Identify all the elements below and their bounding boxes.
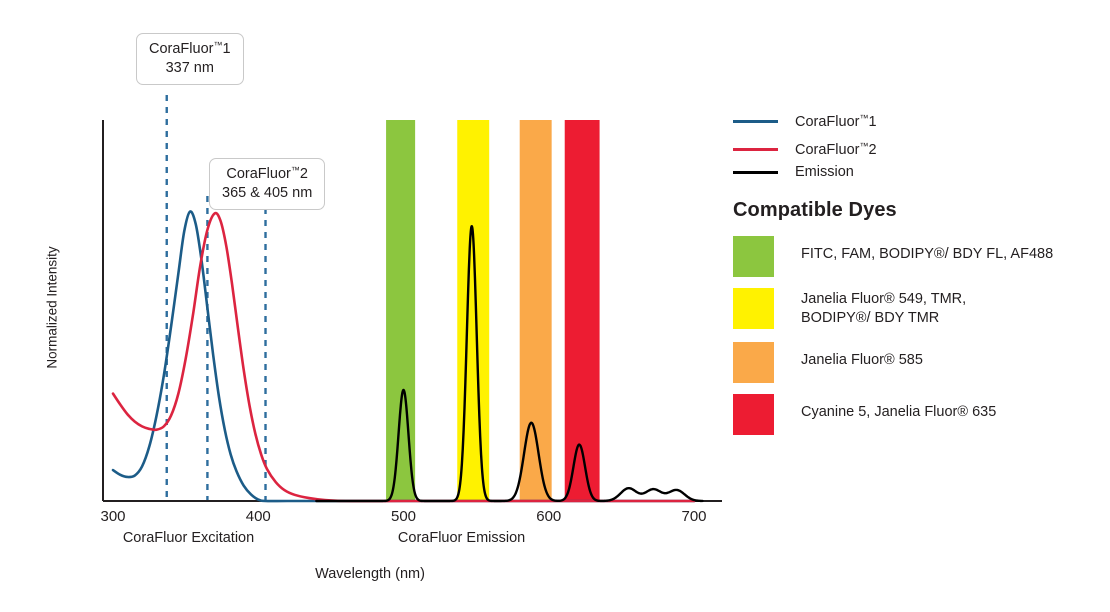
x-tick-300: 300 [100, 508, 126, 525]
x-tick-400: 400 [245, 508, 271, 525]
dye-band-3 [564, 120, 600, 501]
legend-panel: CoraFluor™1 CoraFluor™2 Emission Compatibl… [728, 0, 1110, 612]
legend-dye-label: Janelia Fluor® 549, TMR, BODIPY®/ BDY TM… [801, 291, 967, 327]
compatible-dyes-heading: Compatible Dyes [733, 199, 897, 221]
legend-dye-swatch [733, 236, 774, 277]
legend-series-label: CoraFluor™2 [795, 141, 877, 158]
legend-dye-label: FITC, FAM, BODIPY®/ BDY FL, AF488 [801, 246, 1054, 262]
excitation-marker-lines [165, 95, 267, 501]
legend-series-label: CoraFluor™1 [795, 113, 877, 130]
legend-line-swatch [733, 148, 778, 151]
x-tick-700: 700 [681, 508, 707, 525]
curve-corafluor1 [111, 210, 696, 503]
x-tick-500: 500 [390, 508, 417, 525]
compatible-dye-bands [386, 120, 600, 501]
legend-dye-swatch [733, 342, 774, 383]
legend-series-row: Emission [733, 164, 854, 180]
callout-corafluor1: CoraFluor™1 337 nm [136, 33, 244, 86]
dye-band-0 [386, 120, 416, 501]
plot-canvas [102, 95, 722, 503]
legend-line-swatch [733, 120, 778, 123]
x-axis-sublabel-excitation: CoraFluor Excitation [122, 530, 255, 546]
legend-dye-swatch [733, 394, 774, 435]
legend-dye-swatch [733, 288, 774, 329]
callout-corafluor1-line1: CoraFluor™1 [149, 40, 231, 57]
curve-corafluor2 [111, 211, 696, 503]
legend-dye-row: Cyanine 5, Janelia Fluor® 635 [733, 394, 996, 435]
legend-series-label: Emission [795, 164, 854, 180]
legend-series-row: CoraFluor™1 [733, 113, 877, 130]
callout-corafluor2: CoraFluor™2 365 & 405 nm [209, 158, 326, 211]
x-axis-title: Wavelength (nm) [315, 566, 425, 582]
legend-dye-label: Janelia Fluor® 585 [801, 352, 923, 368]
callout-corafluor2-line1: CoraFluor™2 [226, 165, 308, 182]
legend-dye-row: FITC, FAM, BODIPY®/ BDY FL, AF488 [733, 236, 1053, 277]
callout-corafluor2-line2: 365 & 405 nm [222, 184, 313, 201]
legend-line-swatch [733, 170, 778, 174]
curve-emission [315, 225, 704, 503]
x-axis-sublabel-emission: CoraFluor Emission [397, 530, 526, 546]
y-axis-title: Normalized Intensity [44, 246, 60, 369]
plot-area: Normalized Intensity 300 400 500 600 700… [44, 33, 722, 582]
legend-dye-label: Cyanine 5, Janelia Fluor® 635 [801, 404, 997, 420]
legend-dye-row: Janelia Fluor® 585 [733, 342, 923, 383]
legend-dye-row: Janelia Fluor® 549, TMR, BODIPY®/ BDY TM… [733, 288, 966, 329]
callout-corafluor1-line2: 337 nm [165, 59, 214, 76]
legend-series-row: CoraFluor™2 [733, 141, 877, 158]
spectra-curves [111, 210, 704, 503]
x-tick-600: 600 [536, 508, 562, 525]
